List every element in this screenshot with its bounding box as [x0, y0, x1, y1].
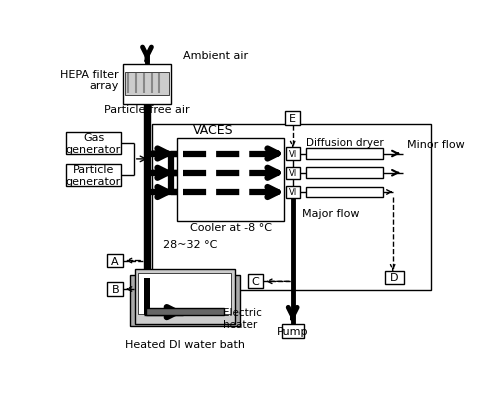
Bar [130, 275, 240, 326]
Bar [286, 148, 300, 160]
Text: Particle-free air: Particle-free air [104, 105, 190, 115]
Bar [123, 65, 171, 105]
Text: Heated DI water bath: Heated DI water bath [125, 339, 245, 349]
Bar [152, 125, 430, 290]
Text: B: B [112, 284, 119, 294]
Bar [66, 133, 120, 154]
Text: Ambient air: Ambient air [182, 51, 248, 61]
Bar [282, 325, 304, 338]
Text: Diffusion dryer: Diffusion dryer [306, 138, 384, 148]
Text: VACES: VACES [194, 124, 234, 137]
Bar [144, 105, 150, 279]
Bar [108, 254, 123, 268]
Bar [138, 273, 232, 315]
Bar [285, 112, 300, 126]
Text: VI: VI [288, 188, 297, 197]
Text: Pump: Pump [277, 326, 308, 336]
Text: C: C [252, 277, 260, 287]
Text: Cooler at -8 °C: Cooler at -8 °C [190, 223, 272, 233]
Bar [177, 139, 284, 222]
Bar [286, 167, 300, 180]
Text: VI: VI [288, 150, 297, 159]
Bar [144, 279, 150, 309]
Text: 28~32 °C: 28~32 °C [163, 239, 218, 249]
Bar [66, 165, 120, 186]
Text: A: A [112, 256, 119, 266]
Text: Minor flow: Minor flow [406, 140, 465, 150]
Bar [146, 308, 224, 316]
Bar [248, 275, 263, 289]
Bar [144, 309, 186, 316]
Text: Particle
generator: Particle generator [66, 165, 121, 186]
Bar [306, 149, 384, 160]
Bar [306, 187, 384, 198]
Bar [385, 271, 404, 285]
Text: E: E [289, 114, 296, 124]
Text: VI: VI [288, 169, 297, 178]
Bar [108, 282, 123, 296]
Bar [124, 73, 170, 96]
Text: HEPA filter
array: HEPA filter array [60, 70, 118, 91]
Bar [306, 168, 384, 179]
Text: Major flow: Major flow [302, 208, 360, 218]
Text: Electric
heater: Electric heater [223, 308, 262, 329]
Bar [286, 186, 300, 198]
Text: D: D [390, 273, 398, 283]
Bar [134, 269, 235, 325]
Text: Gas
generator: Gas generator [66, 133, 121, 154]
